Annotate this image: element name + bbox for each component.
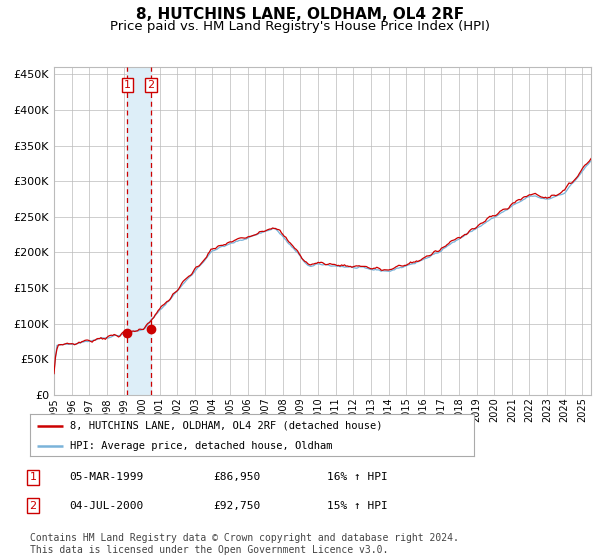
Text: £86,950: £86,950 [213,472,260,482]
Text: 2: 2 [29,501,37,511]
Text: HPI: Average price, detached house, Oldham: HPI: Average price, detached house, Oldh… [70,441,332,451]
Text: 1: 1 [29,472,37,482]
Text: 2: 2 [147,80,154,90]
Text: £92,750: £92,750 [213,501,260,511]
Text: 04-JUL-2000: 04-JUL-2000 [69,501,143,511]
Text: 8, HUTCHINS LANE, OLDHAM, OL4 2RF: 8, HUTCHINS LANE, OLDHAM, OL4 2RF [136,7,464,22]
Text: 8, HUTCHINS LANE, OLDHAM, OL4 2RF (detached house): 8, HUTCHINS LANE, OLDHAM, OL4 2RF (detac… [70,421,382,431]
Bar [127,67,151,395]
Text: Contains HM Land Registry data © Crown copyright and database right 2024.
This d: Contains HM Land Registry data © Crown c… [30,533,459,555]
Text: 05-MAR-1999: 05-MAR-1999 [69,472,143,482]
Text: 16% ↑ HPI: 16% ↑ HPI [327,472,388,482]
Text: 15% ↑ HPI: 15% ↑ HPI [327,501,388,511]
Text: Price paid vs. HM Land Registry's House Price Index (HPI): Price paid vs. HM Land Registry's House … [110,20,490,32]
Text: 1: 1 [124,80,131,90]
